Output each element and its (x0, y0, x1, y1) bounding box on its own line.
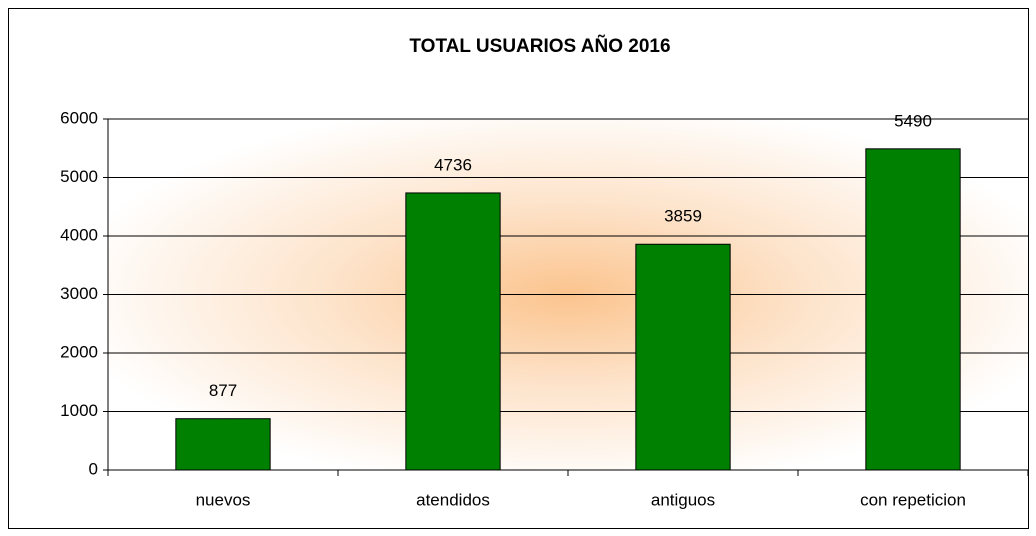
x-tick-label: antiguos (651, 490, 715, 509)
x-tick-label: con repeticion (860, 490, 966, 509)
data-label: 4736 (434, 155, 472, 174)
bar (175, 418, 271, 471)
bar (635, 243, 731, 471)
y-tick-label: 5000 (60, 167, 98, 186)
bar (405, 192, 501, 471)
y-tick-label: 2000 (60, 342, 98, 361)
data-label: 3859 (664, 207, 702, 226)
data-label: 5490 (894, 111, 932, 130)
y-tick-label: 4000 (60, 225, 98, 244)
y-tick-label: 1000 (60, 401, 98, 420)
x-tick-label: atendidos (416, 490, 490, 509)
y-tick-label: 0 (89, 459, 98, 478)
y-tick-label: 3000 (60, 284, 98, 303)
x-tick-label: nuevos (196, 490, 251, 509)
y-tick-label: 6000 (60, 108, 98, 127)
bar (865, 148, 961, 471)
data-label: 877 (209, 381, 237, 400)
chart-title: TOTAL USUARIOS AÑO 2016 (409, 35, 670, 57)
